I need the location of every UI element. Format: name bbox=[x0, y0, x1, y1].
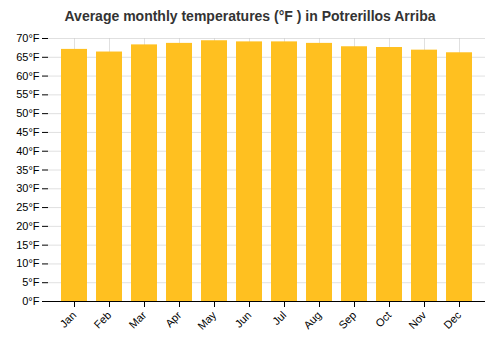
svg-text:55°F: 55°F bbox=[16, 88, 40, 100]
svg-text:40°F: 40°F bbox=[16, 145, 40, 157]
svg-text:10°F: 10°F bbox=[16, 257, 40, 269]
svg-text:70°F: 70°F bbox=[16, 32, 40, 44]
svg-text:Jul: Jul bbox=[270, 309, 288, 327]
svg-text:Oct: Oct bbox=[373, 309, 394, 330]
svg-text:25°F: 25°F bbox=[16, 201, 40, 213]
svg-text:Jun: Jun bbox=[232, 309, 253, 330]
svg-text:Aug: Aug bbox=[301, 309, 323, 331]
svg-text:45°F: 45°F bbox=[16, 126, 40, 138]
svg-text:50°F: 50°F bbox=[16, 107, 40, 119]
svg-text:Apr: Apr bbox=[163, 309, 184, 330]
svg-text:5°F: 5°F bbox=[22, 276, 40, 288]
svg-text:Jan: Jan bbox=[57, 309, 78, 330]
svg-text:35°F: 35°F bbox=[16, 164, 40, 176]
svg-text:20°F: 20°F bbox=[16, 220, 40, 232]
html-text:Average monthly temperatures (: Average monthly temperatures (°F ) in Po… bbox=[64, 8, 436, 24]
svg-text:Sep: Sep bbox=[336, 309, 358, 331]
svg-text:65°F: 65°F bbox=[16, 51, 40, 63]
svg-text:Mar: Mar bbox=[127, 309, 149, 331]
svg-text:Feb: Feb bbox=[92, 309, 114, 331]
svg-text:0°F: 0°F bbox=[22, 295, 40, 307]
svg-text:Dec: Dec bbox=[441, 308, 464, 331]
svg-text:May: May bbox=[195, 308, 219, 332]
svg-text:30°F: 30°F bbox=[16, 182, 40, 194]
svg-text:60°F: 60°F bbox=[16, 70, 40, 82]
svg-text:Nov: Nov bbox=[406, 308, 429, 331]
svg-text:15°F: 15°F bbox=[16, 239, 40, 251]
